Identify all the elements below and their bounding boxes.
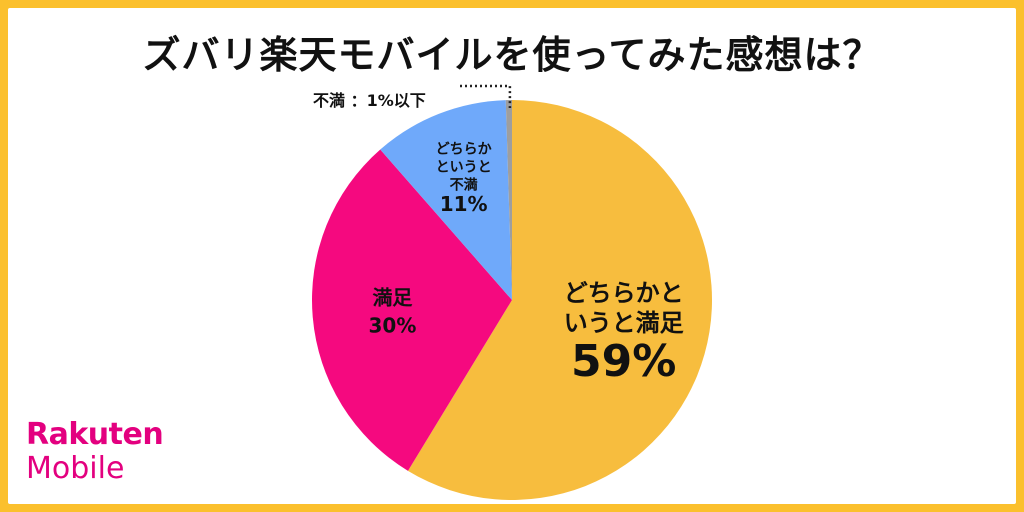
callout-leader-line — [460, 84, 512, 109]
slice-1-label: いうと満足 — [564, 309, 684, 337]
pie-slice-4 — [505, 100, 512, 300]
pie-slice-2 — [312, 149, 512, 471]
callout-label: 不満 ：1%以下 — [313, 91, 426, 110]
slice-2-percent: 30% — [369, 314, 417, 338]
slice-3-percent: 11% — [440, 192, 488, 216]
slice-1-percent: 59% — [571, 336, 676, 387]
slice-1-label: どちらかと — [564, 279, 684, 307]
rakuten-mobile-logo: Rakuten Mobile — [26, 417, 164, 486]
callout: 不満 ：1%以下 — [313, 84, 512, 110]
logo-text-mobile: Mobile — [26, 451, 125, 486]
pie-slices — [312, 100, 712, 500]
chart-title: ズバリ楽天モバイルを使ってみた感想は？ — [142, 33, 882, 77]
chart-frame: ズバリ楽天モバイルを使ってみた感想は？ どちらかと いうと満足 59% 満足 30% どち… — [8, 8, 1016, 504]
logo-text-rakuten: Rakuten — [26, 417, 164, 452]
slice-3-label: 不満 — [450, 177, 478, 194]
slice-2-label: 満足 — [372, 286, 413, 310]
pie-slice-1 — [407, 100, 712, 500]
slice-3-label: というと — [436, 160, 492, 176]
slice-3-label: どちらか — [436, 142, 492, 158]
pie-slice-3 — [380, 100, 512, 300]
